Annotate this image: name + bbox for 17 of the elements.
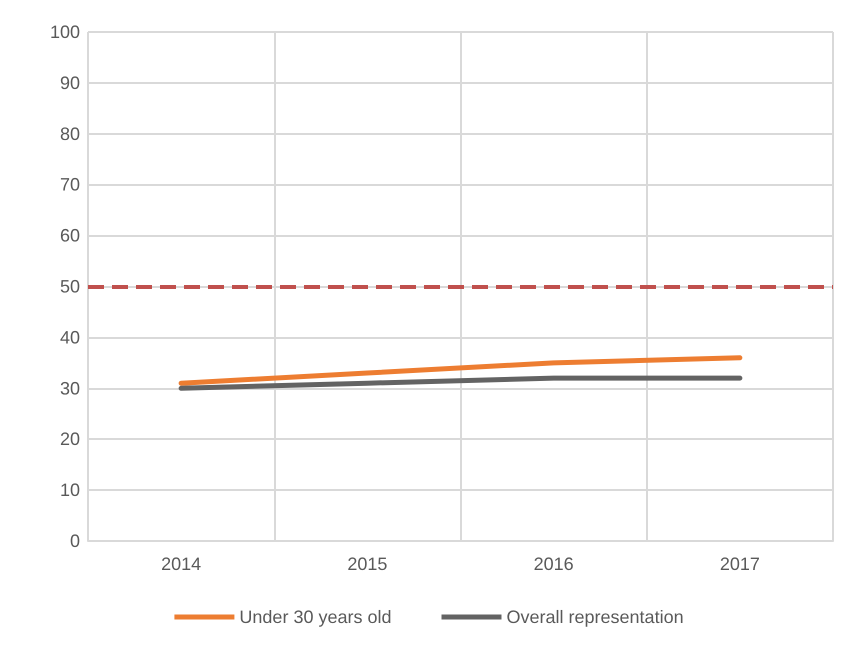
- y-tick-label: 80: [60, 124, 80, 144]
- x-tick-label: 2017: [720, 554, 760, 574]
- y-tick-label: 30: [60, 378, 80, 398]
- y-tick-label: 100: [50, 22, 80, 42]
- y-tick-label: 50: [60, 276, 80, 296]
- y-tick-label: 20: [60, 429, 80, 450]
- y-tick-label: 90: [60, 72, 80, 93]
- legend-label: Under 30 years old: [239, 607, 392, 627]
- y-tick-label: 0: [70, 531, 80, 551]
- y-tick-label: 60: [60, 226, 80, 246]
- x-tick-label: 2014: [161, 554, 202, 574]
- y-tick-label: 70: [60, 174, 80, 195]
- y-tick-label: 10: [60, 480, 80, 500]
- x-tick-label: 2016: [534, 554, 574, 574]
- y-tick-label: 40: [60, 327, 80, 348]
- x-tick-label: 2015: [347, 554, 388, 574]
- legend-label: Overall representation: [506, 607, 684, 627]
